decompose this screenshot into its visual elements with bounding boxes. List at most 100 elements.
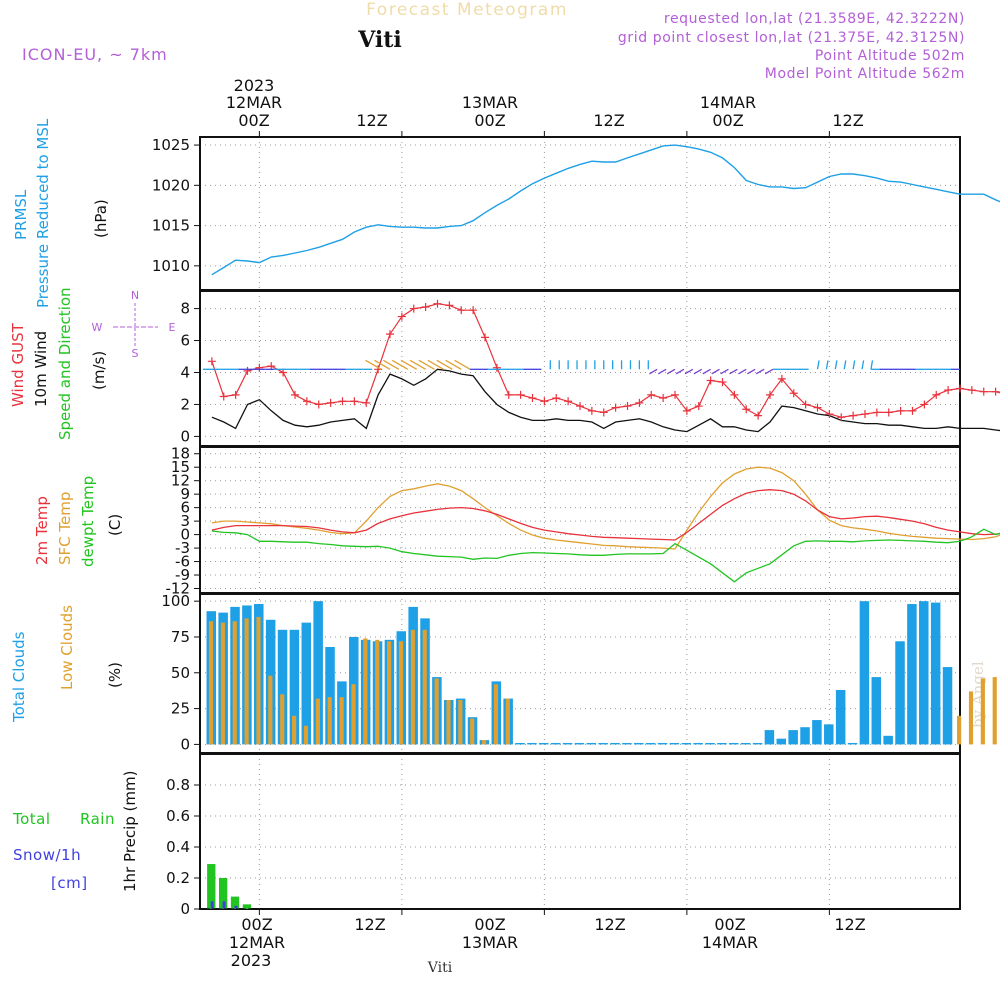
total-cloud-bar [645,742,656,745]
top-day-label-2: 13MAR [462,93,518,112]
total-cloud-bar [871,677,882,745]
low-cloud-bar [303,725,309,745]
low-cloud-bar [244,618,249,745]
rain-bar [219,878,228,909]
total-cloud-bar [788,730,798,745]
low-cloud-bar [339,697,344,745]
low-cloud-bar [434,678,439,745]
pressure-line [211,144,1000,276]
wind-direction-arrow [702,368,711,375]
gust-marker [766,390,774,399]
wind-direction-arrow [409,359,426,370]
wind-direction-arrow [391,359,409,370]
gust-marker [231,390,240,399]
wind-direction-arrow [657,368,667,375]
wind-direction-arrow [666,368,676,375]
gust-marker [635,398,644,407]
total-cloud-bar [527,742,537,745]
total-cloud-bar [705,742,715,745]
y-tick-label: 75 [171,628,190,646]
gust-marker [552,394,561,403]
panel-precipitation: 0 0.2 0.4 0.6 0.8 [166,753,961,918]
total-cloud-bar [622,742,632,745]
gust-marker [516,390,525,399]
total-cloud-bar [800,727,810,745]
precip-panel-labels: Total Rain Snow/1h [cm] 1hr Precip (mm) [12,771,139,892]
bottom-tick-12z-1: 12Z [354,915,385,934]
wind-direction-arrow [400,359,418,370]
compass-w: W [92,321,103,334]
total-cloud-bar [669,742,680,745]
y-tick-label: 4 [180,363,190,381]
y-tick-label: 0.4 [166,838,190,856]
wind-direction-arrow [816,360,820,370]
panel-frame [199,136,961,291]
wind-direction-arrow [825,360,829,370]
model-altitude: Model Point Altitude 562m [765,66,965,82]
point-altitude: Point Altitude 502m [815,48,965,64]
grid-point: grid point closest lon,lat (21.375E, 42.… [618,30,965,46]
wind-direction-arrow [445,359,462,370]
low-cloud-bar [256,616,261,745]
temp-unit: (C) [106,514,124,536]
dewpt-temp-line [211,528,1000,583]
gust-marker [896,406,905,415]
precip-label-rain: Rain [80,810,115,828]
low-cloud-bar [957,715,962,745]
top-tick-00z-3: 00Z [712,111,743,130]
y-tick-label: 18 [171,445,190,463]
gust-marker [386,330,394,339]
wind-direction-arrow [834,360,838,370]
y-tick-label: 0.6 [166,807,190,825]
y-tick-label: 15 [171,458,190,476]
wind-direction-arrow [684,368,694,375]
low-cloud-bar [992,677,997,745]
top-time-axis: 2023 12MAR 13MAR 14MAR 00Z 12Z 00Z 12Z 0… [226,76,864,130]
top-tick-12z-1: 12Z [356,111,387,130]
low-cloud-bar [398,641,404,745]
wind-direction-arrow [374,359,391,370]
gust-marker [445,301,454,310]
gust-marker [944,386,953,395]
y-tick-label: 0 [180,526,190,544]
wind-direction-arrow [861,360,865,370]
top-tick-12z-3: 12Z [832,111,863,130]
gust-marker [682,406,691,415]
panel-frame [199,446,961,594]
wind-direction-arrow [747,368,756,375]
panel-clouds: 0 25 50 75 100 [161,592,997,754]
precip-label-cm: [cm] [51,874,88,892]
wind-direction-arrow [738,368,747,375]
bottom-tick-00z-2: 00Z [474,915,505,934]
gust-marker [979,387,988,396]
low-cloud-bar [375,639,380,745]
wind-label-direction: Speed and Direction [56,287,74,440]
total-cloud-bar [693,742,703,745]
gust-marker [956,384,964,393]
total-cloud-bar [824,724,834,745]
gust-marker [837,413,846,422]
gust-marker [706,376,715,385]
rain-bar [230,896,240,909]
gust-marker [861,410,869,419]
wind-direction-arrow [729,368,738,375]
bottom-tick-12z-2: 12Z [594,915,625,934]
bottom-tick-12z-3: 12Z [834,915,865,934]
gust-marker [991,387,1000,396]
total-cloud-bar [301,622,312,745]
temp-panel-labels: 2m Temp SFC Temp dewpt Temp (C) [33,476,124,567]
bottom-tick-00z-1: 00Z [241,915,272,934]
total-cloud-bar [313,601,323,745]
wind-direction-arrow [720,368,729,375]
total-cloud-bar [657,742,668,745]
wind-direction-arrow [693,368,703,375]
low-cloud-bar [470,718,475,745]
gust-marker [243,366,252,375]
gust-marker [492,363,501,372]
total-cloud-bar [895,641,905,745]
panel-frame [199,290,961,447]
total-cloud-bar [859,601,870,745]
y-tick-label: 0 [180,900,190,918]
gust-marker [754,411,763,420]
